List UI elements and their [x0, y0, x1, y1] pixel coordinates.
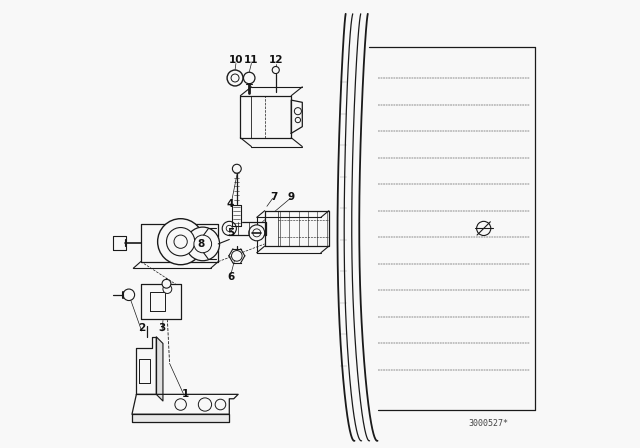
Circle shape: [162, 279, 171, 288]
Polygon shape: [229, 222, 266, 235]
Circle shape: [175, 399, 186, 410]
Polygon shape: [136, 337, 156, 394]
Circle shape: [215, 399, 226, 410]
Text: 11: 11: [244, 55, 259, 65]
Circle shape: [227, 70, 243, 86]
Circle shape: [222, 221, 236, 236]
Text: 8: 8: [198, 239, 205, 249]
Text: 4: 4: [227, 199, 234, 209]
Circle shape: [272, 66, 279, 73]
Polygon shape: [132, 394, 238, 414]
Text: 10: 10: [228, 55, 243, 65]
Circle shape: [174, 235, 188, 248]
Circle shape: [232, 164, 241, 173]
Text: 7: 7: [270, 193, 277, 202]
Circle shape: [294, 108, 301, 115]
Circle shape: [232, 250, 242, 261]
Circle shape: [198, 398, 212, 411]
Circle shape: [157, 219, 204, 265]
Polygon shape: [265, 211, 329, 246]
Polygon shape: [156, 337, 163, 401]
Polygon shape: [241, 96, 291, 138]
Text: 3: 3: [159, 323, 166, 333]
Circle shape: [243, 72, 255, 84]
Text: 6: 6: [227, 272, 234, 282]
Polygon shape: [139, 359, 150, 383]
Polygon shape: [141, 224, 218, 262]
Polygon shape: [132, 414, 229, 422]
Circle shape: [249, 225, 265, 241]
Polygon shape: [291, 100, 302, 134]
Text: 5: 5: [227, 228, 234, 238]
Text: 9: 9: [287, 193, 295, 202]
Circle shape: [123, 289, 134, 301]
Text: 2: 2: [138, 323, 145, 333]
Circle shape: [477, 221, 491, 236]
Text: 3000527*: 3000527*: [468, 418, 508, 427]
Polygon shape: [369, 47, 534, 410]
Text: 12: 12: [269, 55, 283, 65]
Polygon shape: [150, 292, 165, 311]
Circle shape: [166, 228, 195, 256]
Circle shape: [163, 284, 172, 293]
Polygon shape: [232, 205, 241, 226]
Polygon shape: [141, 284, 180, 319]
Text: 1: 1: [181, 389, 189, 399]
Circle shape: [226, 225, 232, 232]
Circle shape: [186, 227, 220, 261]
Circle shape: [231, 74, 239, 82]
Polygon shape: [113, 237, 126, 250]
Circle shape: [295, 117, 301, 123]
Circle shape: [253, 229, 260, 237]
Circle shape: [194, 235, 212, 253]
